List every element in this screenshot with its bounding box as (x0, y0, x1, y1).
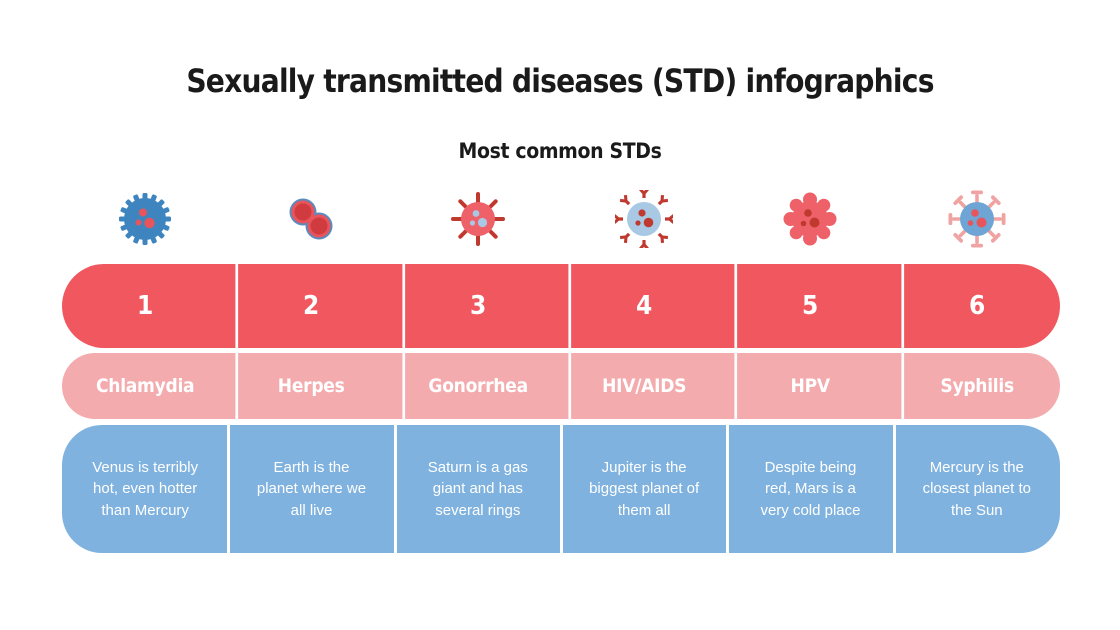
description-line: very cold place (760, 501, 861, 519)
description-line: than Mercury (101, 501, 189, 519)
number-label: 4 (635, 291, 653, 321)
section-subtitle: Most common STDs (458, 139, 662, 163)
description-cell-2[interactable]: Earth is the planet where we all live (227, 425, 394, 553)
number-label: 6 (968, 291, 985, 321)
labels-row: Chlamydia Herpes Gonorrhea HIV/AIDS HPV … (62, 353, 1060, 419)
description-line: Saturn is a gas (427, 459, 528, 477)
description-line: Jupiter is the (601, 459, 687, 477)
description-line: hot, even hotter (93, 480, 198, 498)
number-label: 3 (469, 291, 486, 321)
spiked-red-virus-icon (449, 190, 507, 248)
description-line: giant and has (432, 480, 523, 498)
description-text: Venus is terribly hot, even hotter than … (92, 457, 198, 521)
description-cell-3[interactable]: Saturn is a gas giant and has several ri… (393, 425, 561, 553)
label-cell-5[interactable]: HPV (734, 353, 886, 419)
number-cell-2[interactable]: 2 (235, 264, 387, 348)
label-cell-2[interactable]: Herpes (235, 353, 387, 419)
icon-cell-2 (228, 184, 394, 254)
descriptions-row: Venus is terribly hot, even hotter than … (62, 425, 1060, 553)
description-text: Jupiter is the biggest planet of them al… (589, 457, 699, 521)
icon-cell-4 (561, 184, 727, 254)
number-label: 1 (137, 291, 154, 321)
icons-row (62, 184, 1060, 254)
description-line: them all (617, 501, 671, 519)
disease-name: Gonorrhea (428, 375, 528, 397)
description-line: Mercury is the (929, 459, 1024, 477)
icon-cell-3 (395, 184, 561, 254)
description-text: Despite being red, Mars is a very cold p… (760, 457, 860, 521)
disease-name: Syphilis (940, 375, 1014, 397)
number-cell-4[interactable]: 4 (568, 264, 719, 348)
description-line: Earth is the (273, 459, 350, 477)
numbers-row: 1 2 3 4 5 6 (62, 264, 1060, 348)
spiky-blue-virus-icon (116, 190, 174, 248)
bumpy-red-virus-icon (781, 190, 839, 248)
label-cell-3[interactable]: Gonorrhea (402, 353, 553, 419)
icon-cell-5 (727, 184, 893, 254)
description-cell-5[interactable]: Despite being red, Mars is a very cold p… (726, 425, 893, 553)
disease-name: Herpes (278, 375, 345, 397)
description-text: Earth is the planet where we all live (257, 457, 366, 521)
description-text: Saturn is a gas giant and has several ri… (428, 457, 528, 521)
receptor-blue-virus-icon (615, 190, 674, 248)
number-cell-3[interactable]: 3 (402, 264, 553, 348)
description-line: Despite being (764, 459, 857, 477)
description-line: the Sun (950, 501, 1003, 519)
description-cell-4[interactable]: Jupiter is the biggest planet of them al… (559, 425, 727, 553)
description-cell-6[interactable]: Mercury is the closest planet to the Sun (892, 425, 1060, 553)
icon-cell-6 (894, 184, 1060, 254)
disease-name: Chlamydia (96, 375, 195, 397)
number-label: 5 (802, 291, 819, 321)
description-text: Mercury is the closest planet to the Sun (923, 457, 1031, 521)
std-table: 1 2 3 4 5 6 Chlamydia Herpes Gonorrhea H… (62, 264, 1060, 553)
label-cell-4[interactable]: HIV/AIDS (568, 353, 719, 419)
description-cell-1[interactable]: Venus is terribly hot, even hotter than … (62, 425, 228, 553)
number-label: 2 (303, 291, 320, 321)
label-cell-1[interactable]: Chlamydia (70, 353, 220, 419)
t-spike-blue-virus-icon (947, 190, 1007, 248)
number-cell-1[interactable]: 1 (70, 264, 220, 348)
disease-name: HPV (790, 375, 831, 397)
icon-cell-1 (62, 184, 228, 254)
description-line: planet where we (256, 480, 367, 498)
description-line: closest planet to (922, 480, 1031, 498)
page-title: Sexually transmitted diseases (STD) info… (186, 62, 934, 100)
description-line: all live (290, 501, 333, 519)
description-line: biggest planet of (589, 480, 700, 498)
description-line: Venus is terribly (92, 459, 199, 477)
description-line: several rings (435, 501, 521, 519)
label-cell-6[interactable]: Syphilis (901, 353, 1052, 419)
number-cell-6[interactable]: 6 (901, 264, 1052, 348)
number-cell-5[interactable]: 5 (734, 264, 886, 348)
description-line: red, Mars is a (765, 480, 856, 498)
diplococcus-red-icon (282, 190, 340, 248)
disease-name: HIV/AIDS (602, 375, 687, 397)
